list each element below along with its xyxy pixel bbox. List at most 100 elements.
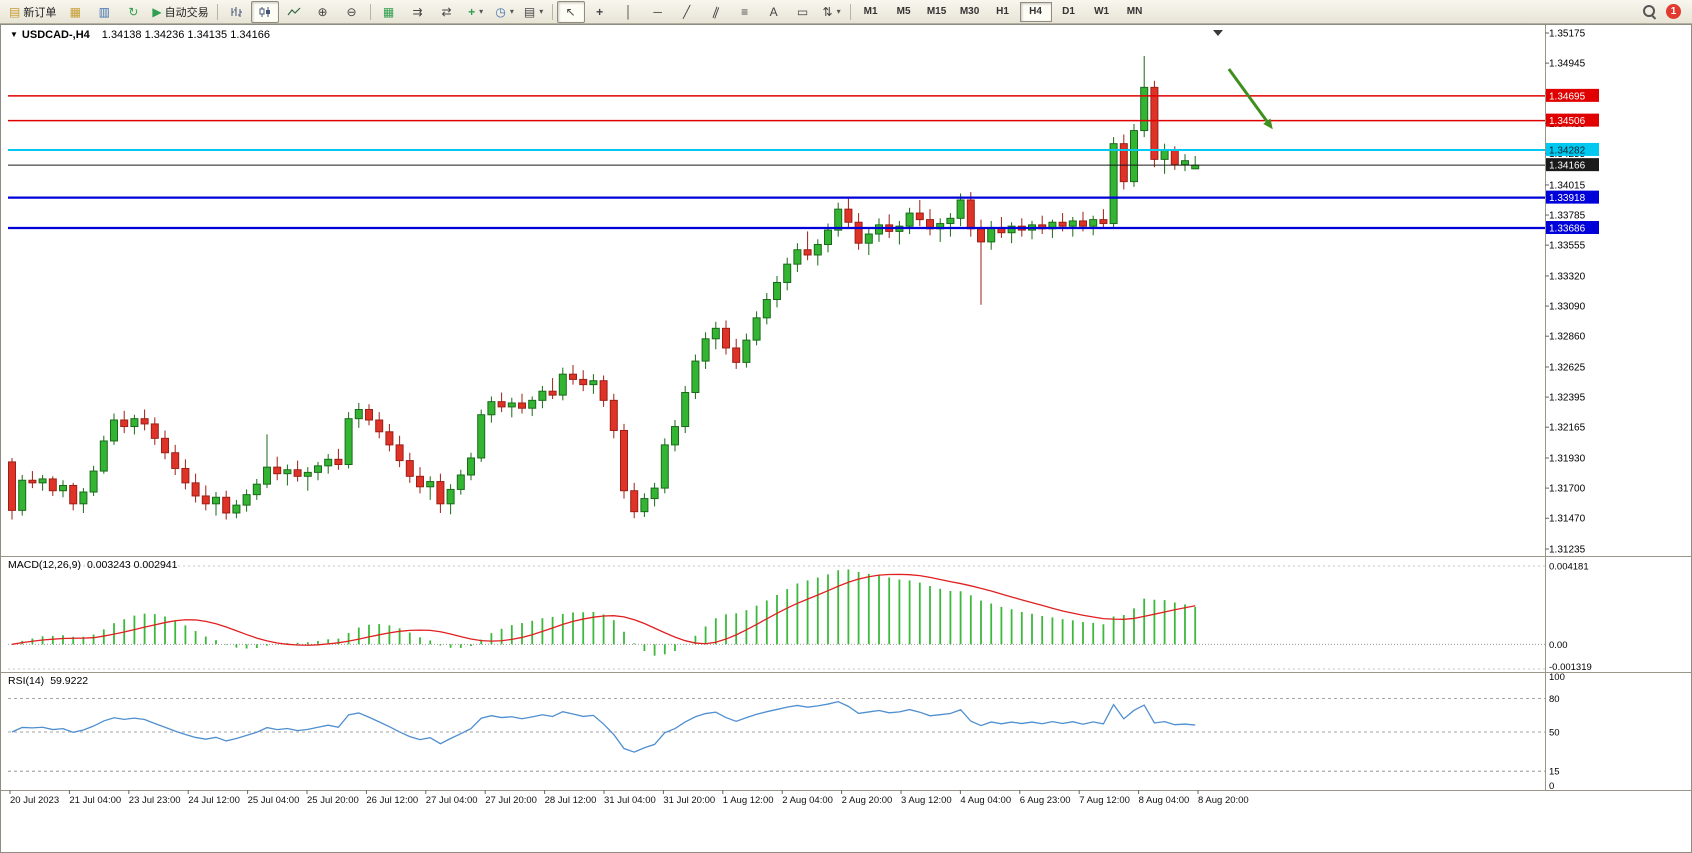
svg-text:20 Jul 2023: 20 Jul 2023 [10,795,59,806]
auto-scroll-button[interactable]: ⇉ [404,1,432,23]
svg-text:7 Aug 12:00: 7 Aug 12:00 [1079,795,1130,806]
svg-text:15: 15 [1549,767,1560,778]
line-chart-mode-button[interactable] [280,1,308,23]
timeframe-button-h1[interactable]: H1 [996,6,1009,17]
svg-text:3 Aug 12:00: 3 Aug 12:00 [901,795,952,806]
svg-text:31 Jul 04:00: 31 Jul 04:00 [604,795,656,806]
zoom-out-button[interactable]: ⊖ [338,1,366,23]
timeframe-button-d1[interactable]: D1 [1062,6,1075,17]
new-order-icon: ▤ [9,4,21,19]
svg-text:1.33686: 1.33686 [1549,224,1586,235]
svg-text:1.35175: 1.35175 [1549,29,1586,40]
refresh-button[interactable]: ↻ [119,1,147,23]
chevron-down-icon: ▾ [509,7,514,16]
svg-text:1.33555: 1.33555 [1549,241,1586,252]
channel-button[interactable]: ∥ [702,1,730,23]
text-label-button[interactable]: ▭ [789,1,817,23]
svg-text:1.31470: 1.31470 [1549,514,1586,525]
zoom-out-icon: ⊖ [346,4,357,19]
zoom-in-button[interactable]: ⊕ [309,1,337,23]
svg-text:21 Jul 04:00: 21 Jul 04:00 [69,795,121,806]
cursor-button[interactable]: ↖ [556,0,585,23]
toolbar-separator [369,3,371,20]
svg-text:50: 50 [1549,728,1560,739]
svg-text:2 Aug 04:00: 2 Aug 04:00 [782,795,833,806]
timeframe-button-m30[interactable]: M30 [959,6,980,17]
text-icon: A [769,4,778,19]
svg-text:1.34015: 1.34015 [1549,180,1586,191]
main-toolbar: ▤ 新订单 ▦ ▥ ↻ ▶ 自动交易 ⊕ ⊖ ▦ ⇉ ⇄ + ▾ ◷ [0,0,1692,24]
timeframe-button-m1[interactable]: M1 [863,6,878,17]
zoom-in-icon: ⊕ [317,4,328,19]
charts-grid-button[interactable]: ▦ [61,1,89,23]
vertical-line-button[interactable]: │ [615,1,643,23]
trendline-button[interactable]: ╱ [673,1,701,23]
horizontal-level-lines[interactable]: 1.34695 1.34506 1.34282 1.34166 1.33918 1.336… [8,88,1599,235]
toolbar-separator [849,3,851,20]
tile-windows-button[interactable]: ▦ [375,1,403,23]
chart-shift-button[interactable]: ⇄ [433,1,461,23]
candlestick-mode-button[interactable] [250,0,279,23]
indicators-button[interactable]: + ▾ [462,1,490,23]
new-order-button[interactable]: ▤ 新订单 [5,1,60,23]
market-watch-button[interactable]: ▥ [90,1,118,23]
svg-text:1.32165: 1.32165 [1549,423,1586,434]
macd-title: MACD(12,26,9) [8,559,81,571]
toolbar-separator [551,3,553,20]
arrows-icon: ⇅ [822,4,833,19]
timeframe-button-h4[interactable]: H4 [1019,1,1052,22]
macd-signal-line [11,573,1196,646]
chart-title: ▼ USDCAD-,H4 1.34138 1.34236 1.34135 1.341… [10,29,270,41]
templates-icon: ▤ [523,4,536,19]
text-button[interactable]: A [760,1,788,23]
cursor-icon: ↖ [565,4,576,19]
templates-button[interactable]: ▤ ▾ [520,1,548,23]
svg-text:1.33918: 1.33918 [1549,193,1586,204]
crosshair-button[interactable]: + [586,1,614,23]
svg-text:28 Jul 12:00: 28 Jul 12:00 [545,795,597,806]
price-axis[interactable]: 1.351751.349451.347151.344851.342551.340… [1545,29,1586,556]
clock-icon: ◷ [495,4,506,19]
svg-text:27 Jul 04:00: 27 Jul 04:00 [426,795,478,806]
arrows-button[interactable]: ⇅ ▾ [818,1,846,23]
svg-text:6 Aug 23:00: 6 Aug 23:00 [1020,795,1071,806]
chart-shift-marker-icon [1213,30,1223,36]
timeframe-button-mn[interactable]: MN [1126,6,1143,17]
fibonacci-button[interactable]: ≡ [731,1,759,23]
horizontal-line-button[interactable]: ─ [644,1,672,23]
collapse-triangle-icon[interactable]: ▼ [10,30,18,39]
price-badge [1546,190,1599,204]
svg-text:2 Aug 20:00: 2 Aug 20:00 [842,795,893,806]
trend-arrow-annotation[interactable] [1227,68,1273,130]
periods-button[interactable]: ◷ ▾ [491,1,519,23]
price-badge [1546,221,1599,235]
time-axis[interactable]: 20 Jul 2023 21 Jul 04:00 23 Jul 23:00 24 Ju… [9,790,1249,806]
bar-chart-mode-button[interactable] [222,1,250,23]
timeframe-button-m5[interactable]: M5 [896,6,911,17]
svg-text:25 Jul 04:00: 25 Jul 04:00 [248,795,300,806]
svg-text:4 Aug 04:00: 4 Aug 04:00 [960,795,1011,806]
autotrading-button[interactable]: ▶ 自动交易 [148,1,212,23]
timeframe-button-w1[interactable]: W1 [1094,6,1110,17]
candlestick-icon [259,6,270,17]
rsi-title: RSI(14) [8,675,45,687]
rsi-axis: 100 80 50 15 0 [1549,672,1565,792]
timeframe-button-m15[interactable]: M15 [926,6,947,17]
notification-badge[interactable]: 1 [1666,4,1681,19]
svg-text:80: 80 [1549,694,1560,705]
search-icon[interactable] [1642,4,1657,19]
chevron-down-icon: ▾ [539,7,544,16]
svg-text:0: 0 [1549,781,1554,792]
crosshair-icon: + [596,4,604,19]
svg-text:27 Jul 20:00: 27 Jul 20:00 [485,795,537,806]
svg-text:31 Jul 20:00: 31 Jul 20:00 [663,795,715,806]
refresh-icon: ↻ [128,4,139,19]
svg-text:1.34945: 1.34945 [1549,59,1586,70]
chart-ohlc-values: 1.34138 1.34236 1.34135 1.34166 [101,29,270,41]
fibonacci-icon: ≡ [741,4,749,19]
price-badge [1546,113,1599,127]
chart-symbol-period: USDCAD-,H4 [21,29,90,41]
svg-text:1.31235: 1.31235 [1549,545,1586,556]
